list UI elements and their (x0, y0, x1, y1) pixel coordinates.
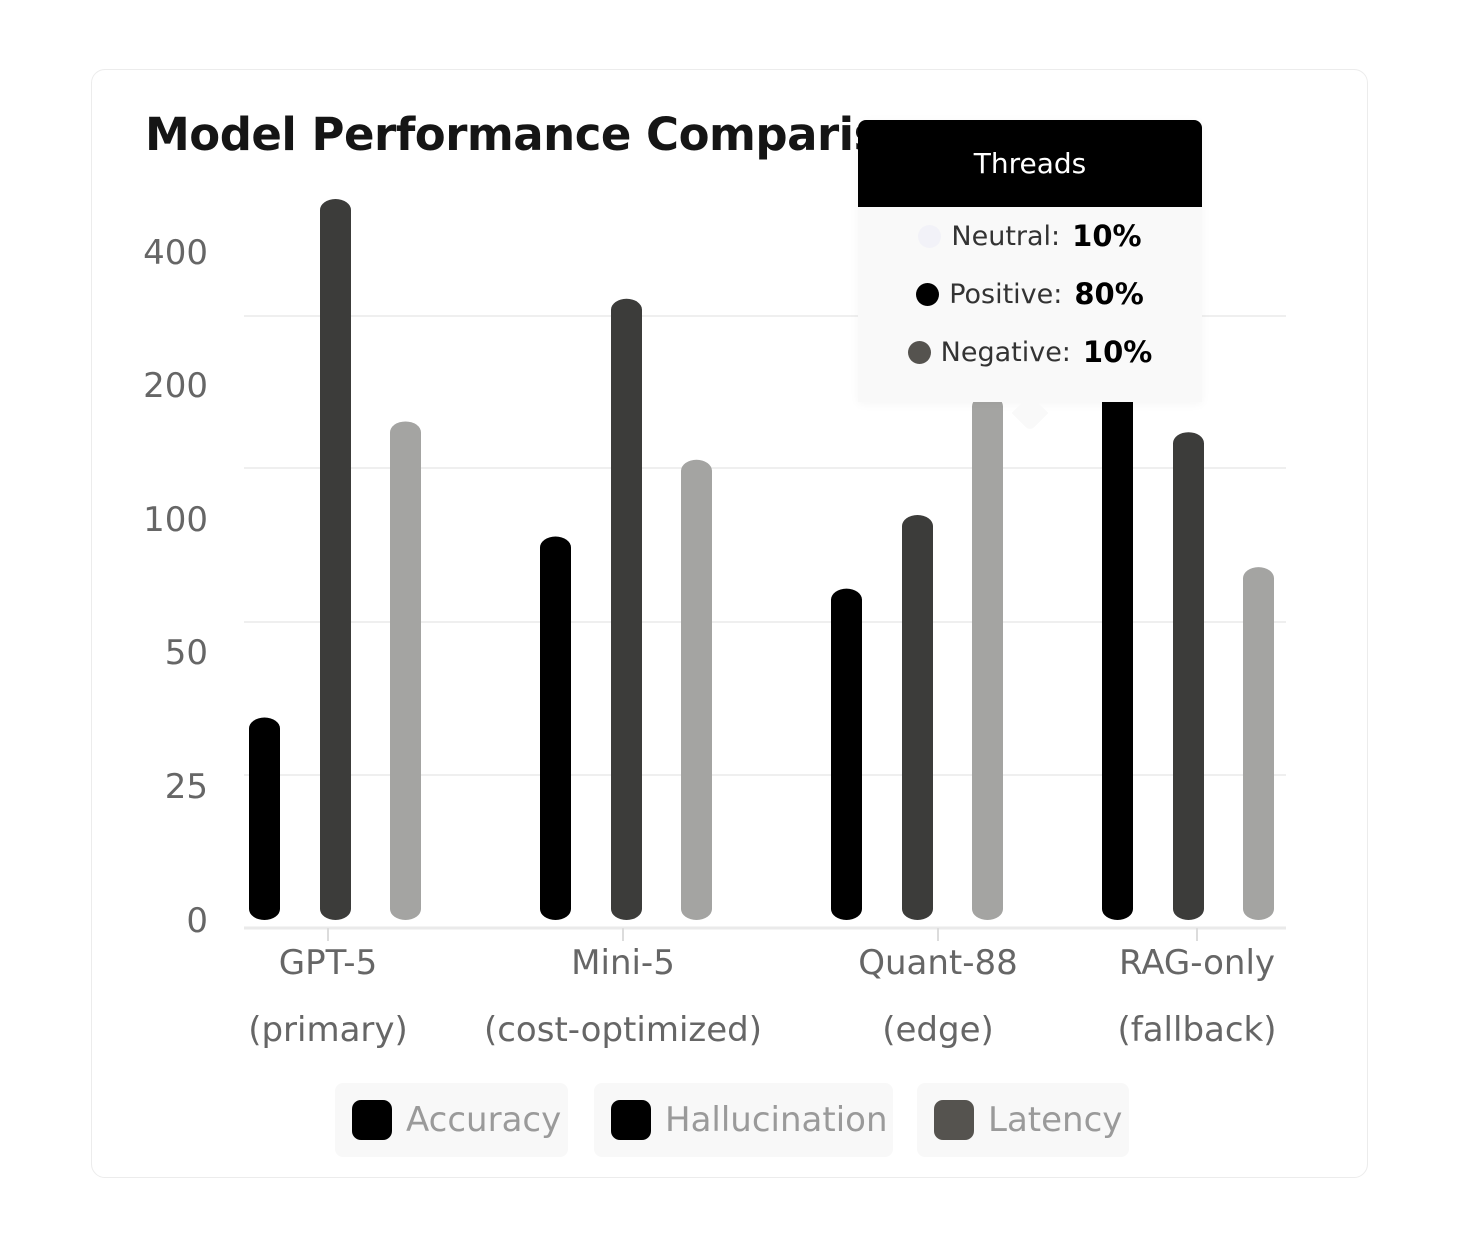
bar-latency-3 (972, 395, 1003, 920)
bar-hallucination-3 (902, 515, 933, 920)
bar-accuracy-4 (1102, 375, 1133, 920)
legend-item-hallucination[interactable]: Hallucination (594, 1083, 893, 1157)
tooltip-value: 10% (1072, 219, 1142, 253)
chart-title: Model Performance Comparison (145, 108, 942, 161)
legend-swatch-latency (934, 1100, 974, 1140)
positive-dot-icon (916, 282, 940, 306)
bar-hallucination-1 (320, 199, 351, 920)
tooltip-label: Positive: (949, 278, 1063, 310)
legend-label: Accuracy (406, 1100, 562, 1140)
legend-swatch-accuracy (352, 1100, 392, 1140)
y-tick-label: 400 (143, 233, 208, 273)
bar-latency-4 (1243, 567, 1274, 920)
legend-label: Hallucination (665, 1100, 888, 1140)
x-tick-label: (cost-optimized) (484, 1010, 762, 1050)
tooltip-value: 80% (1074, 277, 1144, 311)
bar-hallucination-4 (1173, 432, 1204, 920)
y-tick-label: 50 (165, 633, 208, 673)
bar-accuracy-3 (831, 588, 862, 920)
x-tick-label: GPT-5 (279, 943, 377, 983)
bar-latency-2 (681, 459, 712, 920)
y-tick-label: 100 (143, 500, 208, 540)
bar-latency-1 (390, 421, 421, 920)
bar-accuracy-2 (540, 536, 571, 920)
x-tick-label: (primary) (248, 1010, 408, 1050)
x-tick-label: Mini-5 (571, 943, 675, 983)
legend-swatch-hallucination (611, 1100, 651, 1140)
legend-item-accuracy[interactable]: Accuracy (335, 1083, 568, 1157)
x-tick-label: (edge) (882, 1010, 994, 1050)
y-tick-label: 0 (186, 901, 208, 941)
x-tick-label: RAG-only (1119, 943, 1275, 983)
tooltip-row-negative: Negative: 10% (858, 323, 1202, 381)
tooltip-value: 10% (1082, 335, 1153, 369)
x-tick-label: (fallback) (1117, 1010, 1276, 1050)
legend-item-latency[interactable]: Latency (917, 1083, 1129, 1157)
tooltip-label: Neutral: (951, 220, 1061, 252)
legend-label: Latency (988, 1100, 1123, 1140)
neutral-dot-icon (918, 224, 942, 248)
tooltip-title: Threads (858, 120, 1202, 207)
tooltip: Threads Neutral: 10% Positive: 80% Negat… (858, 120, 1202, 402)
negative-dot-icon (907, 340, 931, 364)
tooltip-row-positive: Positive: 80% (858, 265, 1202, 323)
y-tick-label: 25 (165, 767, 208, 807)
y-tick-label: 200 (143, 366, 208, 406)
bar-hallucination-2 (611, 298, 642, 921)
x-tick-label: Quant-88 (858, 943, 1018, 983)
bar-accuracy-1 (249, 717, 280, 920)
tooltip-row-neutral: Neutral: 10% (858, 207, 1202, 265)
tooltip-label: Negative: (940, 336, 1071, 368)
